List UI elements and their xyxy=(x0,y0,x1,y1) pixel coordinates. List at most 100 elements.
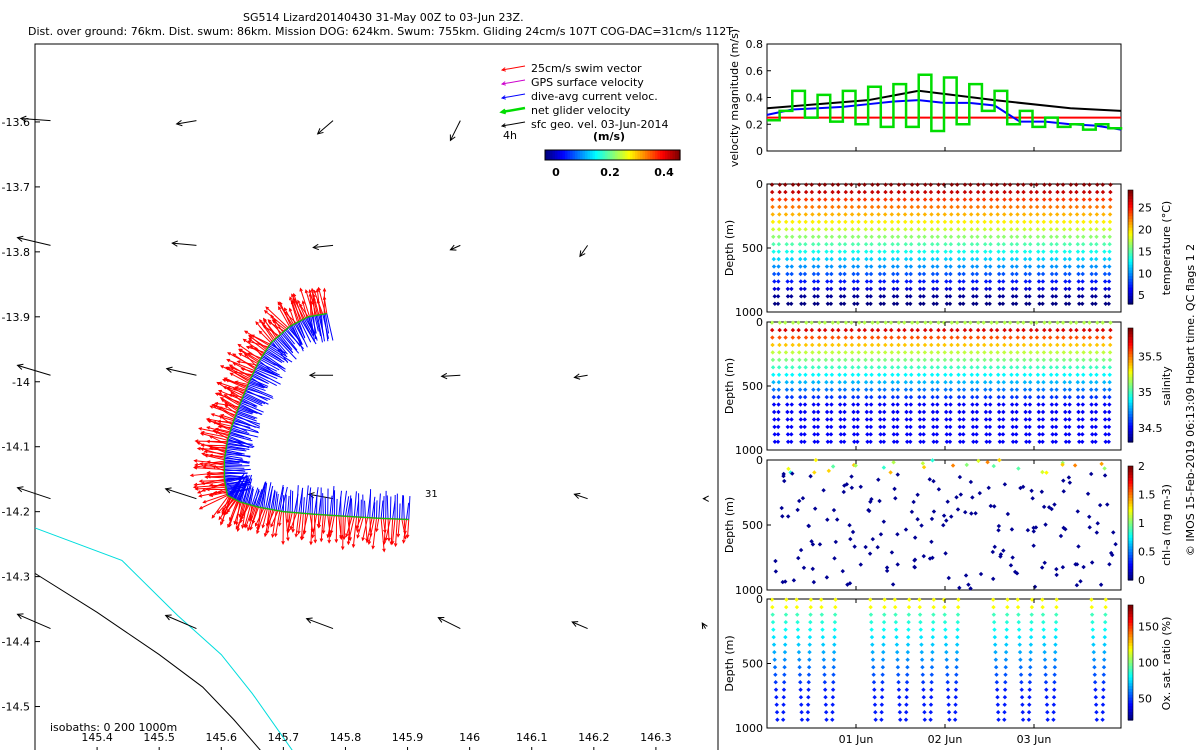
profile-sample xyxy=(803,350,808,355)
profile-sample xyxy=(983,402,988,407)
dac-vector xyxy=(229,431,252,440)
profile-sample xyxy=(776,372,782,377)
profile-sample xyxy=(954,649,960,655)
colorbar-cell xyxy=(570,150,574,160)
profile-sample xyxy=(996,249,1001,254)
profile-sample xyxy=(782,664,787,670)
profile-sample xyxy=(878,532,884,537)
profile-sample xyxy=(1049,256,1054,262)
profile-sample xyxy=(896,204,901,210)
profile-sample xyxy=(1061,357,1067,363)
profile-sample xyxy=(1062,387,1067,392)
profile-sample xyxy=(943,642,949,647)
profile-sample xyxy=(770,212,775,217)
profile-sample xyxy=(1014,387,1020,392)
profile-sample xyxy=(1095,182,1100,187)
profile-sample xyxy=(828,439,834,444)
profile-sample xyxy=(770,227,776,232)
profile-sample xyxy=(1001,242,1006,247)
profile-sample xyxy=(810,212,815,217)
swim-vector-head xyxy=(242,338,247,343)
profile-sample xyxy=(1040,301,1045,306)
profile-sample xyxy=(881,424,887,430)
dac-vector xyxy=(313,487,319,515)
profile-sample xyxy=(1022,365,1027,370)
profile-sample xyxy=(816,219,822,225)
profile-sample xyxy=(941,513,947,518)
profile-sample xyxy=(955,507,961,512)
swim-vector-head xyxy=(193,482,198,487)
profile-sample xyxy=(773,680,778,685)
profile-sample xyxy=(849,197,854,202)
profile-sample xyxy=(957,409,962,415)
colorbar-tick-label: 0 xyxy=(552,166,560,179)
swim-vector xyxy=(241,503,248,528)
profile-sample xyxy=(895,264,900,269)
profile-sample xyxy=(930,271,936,277)
profile-sample xyxy=(928,710,933,715)
swim-vector xyxy=(199,479,225,482)
profile-sample xyxy=(1040,294,1045,299)
dac-vector xyxy=(295,322,308,348)
profile-sample xyxy=(988,387,993,392)
swim-vector-head xyxy=(200,481,205,486)
swim-vector xyxy=(227,352,257,369)
profile-sample xyxy=(1035,372,1041,377)
profile-sample xyxy=(1102,271,1108,277)
swim-vector-head xyxy=(193,459,198,463)
profile-sample xyxy=(1076,544,1081,549)
profile-sample xyxy=(975,219,980,225)
profile-sample xyxy=(1008,342,1013,348)
profile-sample xyxy=(849,474,854,479)
profile-sample xyxy=(816,212,822,217)
profile-sample xyxy=(1045,717,1050,722)
profile-sample xyxy=(842,483,847,488)
profile-sample xyxy=(1033,525,1039,530)
swim-vector-head xyxy=(302,530,307,535)
colorbar-cell xyxy=(1128,545,1133,550)
profile-sample xyxy=(947,432,953,437)
profile-sample xyxy=(1049,402,1055,407)
profile-sample xyxy=(823,234,829,239)
dac-vector xyxy=(266,349,282,361)
profile-sample xyxy=(988,365,993,370)
profile-sample xyxy=(1075,219,1080,225)
profile-sample xyxy=(1027,680,1033,685)
profile-sample xyxy=(953,702,958,707)
legend-label: sfc geo. vel. 03-Jun-2014 xyxy=(531,118,668,131)
profile-sample xyxy=(850,249,856,254)
swim-vector xyxy=(364,517,368,542)
profile-sample xyxy=(1101,672,1106,677)
profile-sample xyxy=(984,439,989,444)
swim-vector xyxy=(259,330,272,344)
dac-vector xyxy=(281,486,288,512)
swim-vector-head xyxy=(261,524,265,529)
profile-sample xyxy=(866,507,871,513)
swim-vector-head xyxy=(219,365,224,369)
profile-sample xyxy=(772,424,777,430)
profile-sample xyxy=(1093,417,1099,422)
swim-vector xyxy=(285,511,289,541)
swim-vector-head xyxy=(234,380,239,384)
swim-vector xyxy=(218,420,234,423)
profile-sample xyxy=(789,417,794,422)
swim-vector-head xyxy=(243,523,247,528)
profile-sample xyxy=(808,619,813,625)
swim-vector xyxy=(209,491,227,497)
profile-sample xyxy=(794,604,800,610)
profile-sample xyxy=(935,271,940,277)
profile-sample xyxy=(909,189,915,195)
swim-vector-head xyxy=(238,352,243,357)
swim-vector-head xyxy=(247,340,252,344)
colorbar-cell xyxy=(1128,284,1133,288)
profile-sample xyxy=(880,672,885,677)
profile-sample xyxy=(795,507,800,513)
swim-vector-head xyxy=(371,545,375,550)
profile-sample xyxy=(776,402,781,407)
profile-sample xyxy=(1004,627,1009,632)
profile-sample xyxy=(1040,424,1046,430)
profile-sample xyxy=(997,294,1002,299)
profile-sample xyxy=(982,365,987,370)
sfc-geo-vector-head xyxy=(312,243,320,251)
